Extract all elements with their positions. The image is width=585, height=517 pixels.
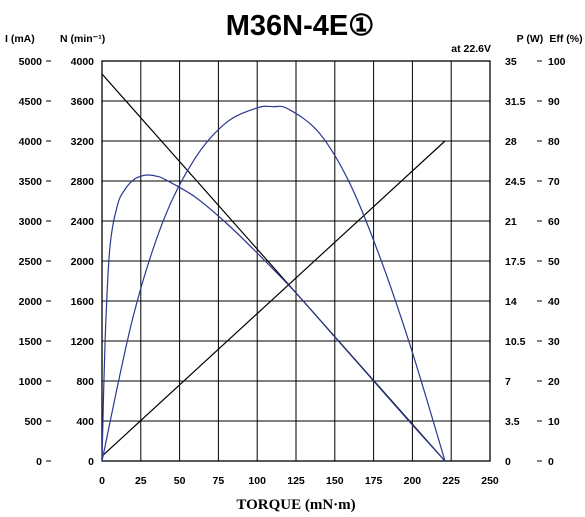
y-tick-label: 3600	[71, 96, 95, 108]
y-tick-label: 0	[505, 456, 511, 468]
x-tick-label: 0	[99, 475, 105, 487]
axes	[46, 60, 542, 462]
x-tick-label: 75	[213, 475, 225, 487]
y-axis-title: Eff (%)	[549, 33, 582, 45]
chart-title: M36N-4E①	[226, 10, 374, 42]
y-tick-label: 17.5	[505, 256, 526, 268]
x-tick-label: 100	[248, 475, 266, 487]
y-tick-label: 3200	[71, 136, 95, 148]
x-axis-title: TORQUE (mN·m)	[236, 497, 355, 513]
y-tick-label: 30	[548, 336, 560, 348]
voltage-annotation: at 22.6V	[451, 43, 491, 55]
y-axis-title: I (mA)	[5, 33, 35, 45]
y-tick-label: 4000	[19, 136, 43, 148]
y-tick-label: 3000	[19, 216, 43, 228]
y-tick-label: 5000	[19, 56, 43, 68]
y-tick-label: 500	[24, 416, 42, 428]
y-tick-label: 1500	[19, 336, 43, 348]
x-tick-label: 25	[135, 475, 147, 487]
x-tick-label: 125	[287, 475, 305, 487]
y-tick-label: 20	[548, 376, 560, 388]
y-tick-label: 4000	[71, 56, 95, 68]
y-tick-label: 100	[548, 56, 566, 68]
y-tick-label: 7	[505, 376, 511, 388]
y-tick-label: 90	[548, 96, 560, 108]
y-tick-label: 1000	[19, 376, 43, 388]
y-tick-label: 31.5	[505, 96, 526, 108]
y-tick-label: 2800	[71, 176, 95, 188]
y-axis-title: N (min⁻¹)	[60, 33, 105, 45]
y-tick-label: 0	[548, 456, 554, 468]
y-tick-label: 50	[548, 256, 560, 268]
y-tick-label: 80	[548, 136, 560, 148]
x-tick-label: 150	[326, 475, 344, 487]
y-tick-label: 1600	[71, 296, 95, 308]
series-line	[101, 105, 446, 462]
y-tick-label: 35	[505, 56, 517, 68]
series-lines	[101, 73, 446, 462]
y-tick-label: 400	[76, 416, 94, 428]
y-tick-label: 2500	[19, 256, 43, 268]
grid	[101, 60, 491, 462]
y-tick-label: 40	[548, 296, 560, 308]
y-tick-label: 0	[88, 456, 94, 468]
x-tick-label: 50	[174, 475, 186, 487]
y-tick-label: 10	[548, 416, 560, 428]
x-tick-label: 225	[442, 475, 460, 487]
y-tick-label: 0	[36, 456, 42, 468]
series-line	[101, 140, 446, 457]
y-tick-label: 2000	[19, 296, 43, 308]
y-tick-label: 1200	[71, 336, 95, 348]
y-tick-label: 14	[505, 296, 517, 308]
y-tick-label: 21	[505, 216, 517, 228]
y-tick-label: 24.5	[505, 176, 526, 188]
x-tick-label: 200	[404, 475, 422, 487]
y-tick-label: 70	[548, 176, 560, 188]
y-tick-label: 2000	[71, 256, 95, 268]
y-tick-label: 800	[76, 376, 94, 388]
y-tick-label: 3.5	[505, 416, 520, 428]
series-line	[101, 174, 446, 462]
x-tick-label: 250	[481, 475, 499, 487]
plot-frame	[101, 60, 491, 462]
y-tick-label: 10.5	[505, 336, 526, 348]
y-tick-label: 2400	[71, 216, 95, 228]
y-axis-title: P (W)	[517, 33, 544, 45]
y-tick-label: 28	[505, 136, 517, 148]
y-tick-label: 60	[548, 216, 560, 228]
y-tick-label: 3500	[19, 176, 43, 188]
y-tick-label: 4500	[19, 96, 43, 108]
x-tick-label: 175	[365, 475, 383, 487]
